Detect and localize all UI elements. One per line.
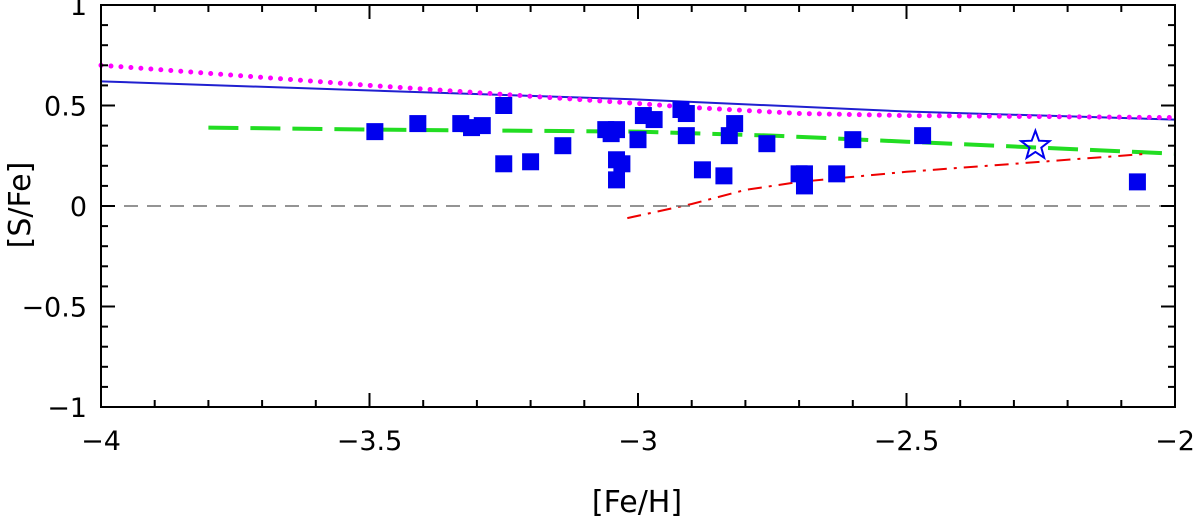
data-point-square <box>828 165 846 183</box>
data-point-square <box>844 131 862 149</box>
data-point-square <box>608 171 626 189</box>
data-point-square <box>715 167 733 185</box>
data-point-square <box>473 117 491 135</box>
y-axis-label: [S/Fe] <box>3 162 38 249</box>
x-tick-label: −4 <box>81 426 121 457</box>
data-point-square <box>409 115 427 133</box>
data-point-square <box>645 111 663 129</box>
x-axis-label: [Fe/H] <box>592 485 682 520</box>
axes-layer: −4 −3.5 −3 −2.5 −2 −1 −0.5 0 0.5 1 <box>21 0 1194 457</box>
y-tick-label: −0.5 <box>21 293 87 324</box>
data-point-square <box>366 123 384 141</box>
y-tick-label: 1 <box>70 0 87 22</box>
x-tick-label: −2.5 <box>874 426 940 457</box>
data-point-square <box>495 155 513 173</box>
data-point-square <box>1128 173 1146 191</box>
data-point-square <box>726 115 744 133</box>
y-tick-label: 0 <box>70 192 87 223</box>
data-point-square <box>677 105 695 123</box>
data-point-square <box>554 137 572 155</box>
data-point-square <box>914 127 932 145</box>
data-point-square <box>522 153 540 171</box>
x-tick-label: −3 <box>618 426 658 457</box>
x-tick-label: −2 <box>1155 426 1195 457</box>
data-layer <box>98 62 1178 220</box>
data-point-square <box>629 131 647 149</box>
series-line-dash-dot <box>627 152 1149 220</box>
x-tick-label: −3.5 <box>337 426 403 457</box>
data-point-star <box>1018 127 1053 161</box>
y-tick-label: 0.5 <box>44 92 87 123</box>
data-point-square <box>758 135 776 153</box>
data-point-square <box>795 177 813 195</box>
data-point-square <box>495 97 513 114</box>
data-point-square <box>613 155 631 173</box>
y-tick-label: −1 <box>47 393 87 424</box>
data-point-square <box>608 121 626 139</box>
data-point-square <box>693 161 711 179</box>
data-point-square <box>677 127 695 145</box>
